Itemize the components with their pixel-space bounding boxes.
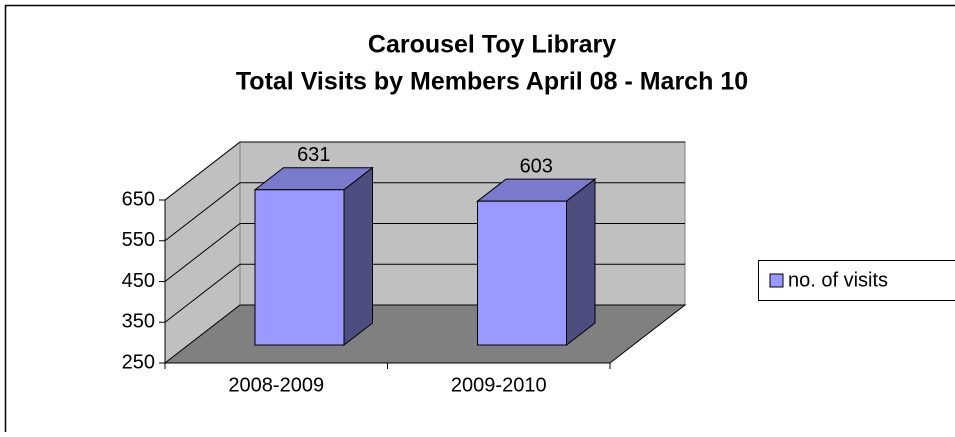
bar	[478, 201, 567, 345]
x-tick-label: 2009-2010	[451, 374, 547, 396]
bar-side	[344, 168, 373, 345]
data-label: 603	[520, 155, 553, 177]
bar-side	[567, 179, 596, 345]
y-tick-label: 350	[122, 311, 155, 333]
y-tick-label: 550	[122, 229, 155, 251]
data-label: 631	[297, 144, 330, 166]
y-tick-label: 250	[122, 351, 155, 373]
y-tick-label: 650	[122, 188, 155, 210]
x-tick-label: 2008-2009	[228, 374, 324, 396]
floor	[165, 305, 685, 363]
chart-subtitle: Total Visits by Members April 08 - March…	[236, 68, 748, 96]
legend-label: no. of visits	[788, 269, 888, 291]
bar	[255, 190, 344, 345]
chart-title: Carousel Toy Library	[368, 31, 616, 59]
legend-swatch	[770, 274, 783, 287]
y-tick-label: 450	[122, 270, 155, 292]
